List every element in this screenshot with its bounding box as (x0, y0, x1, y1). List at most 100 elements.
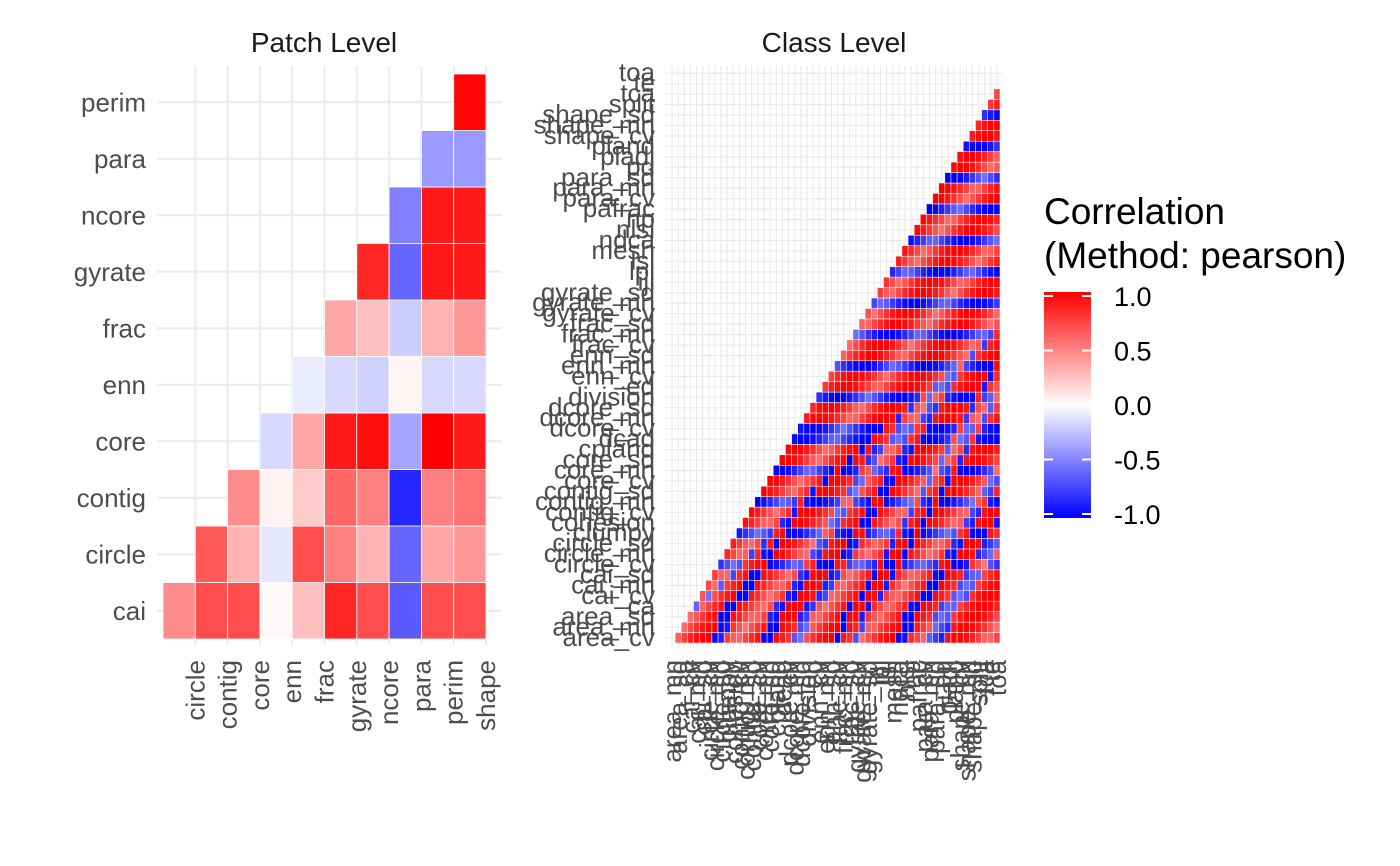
class-cell (950, 590, 958, 602)
class-cell (754, 496, 762, 508)
class-cell (920, 527, 927, 539)
class-cell (981, 339, 988, 351)
class-cell (748, 548, 756, 560)
class-cell (742, 538, 749, 550)
class-cell (785, 600, 792, 612)
class-cell (717, 621, 725, 633)
class-cell (913, 245, 921, 257)
class-cell (962, 308, 970, 320)
patch-cell (453, 186, 487, 244)
class-cell (730, 548, 737, 560)
class-y-tick-label: ca (628, 590, 656, 620)
class-cell (834, 600, 841, 612)
class-cell (981, 360, 988, 372)
class-cell (913, 465, 921, 476)
class-cell (779, 538, 786, 550)
class-cell (687, 621, 694, 633)
class-cell (913, 339, 921, 351)
class-cell (913, 235, 921, 246)
class-cell (987, 506, 995, 518)
class-cell (840, 454, 848, 466)
class-cell (944, 485, 952, 497)
class-cell (730, 538, 737, 550)
class-cell (907, 444, 915, 456)
class-cell (975, 611, 982, 623)
class-y-tick-label: core_mn (554, 455, 655, 485)
class-x-tick-labels: area_mnarea_sdcacai_cvcai_mncai_sdcircle… (657, 659, 1012, 783)
class-cell (785, 527, 792, 539)
class-cell (901, 590, 909, 602)
class-cell (803, 580, 811, 591)
class-cell (797, 611, 805, 623)
class-cell (956, 496, 964, 508)
class-cell (950, 381, 958, 393)
class-cell (779, 590, 786, 602)
class-cell (956, 381, 964, 393)
class-cell (987, 287, 995, 299)
class-cell (975, 172, 982, 184)
patch-cell (388, 186, 422, 244)
class-x-tick-label: shape_mn (951, 660, 981, 781)
class-cell (846, 527, 854, 539)
patch-cell (420, 582, 455, 640)
class-cell (956, 444, 964, 456)
class-cell (742, 621, 749, 633)
class-cell (932, 350, 939, 361)
class-cell (828, 465, 835, 476)
class-cell (797, 517, 805, 529)
class-cell (901, 297, 909, 309)
class-cell (938, 245, 946, 257)
class-cell (754, 590, 762, 602)
class-cell (907, 569, 915, 581)
class-x-tick-label: dcore_mn (780, 660, 810, 776)
class-cell (969, 287, 976, 299)
class-cell (785, 506, 792, 518)
class-cell (871, 517, 878, 529)
class-cell (883, 318, 890, 330)
class-cell (981, 454, 988, 466)
class-cell (969, 475, 976, 487)
class-cell (840, 391, 848, 403)
class-cell (895, 339, 903, 351)
class-cell (877, 548, 884, 560)
class-cell (950, 370, 958, 382)
class-cell (821, 538, 829, 550)
class-cell (907, 600, 915, 612)
class-cell (920, 444, 927, 456)
class-cell (864, 611, 872, 623)
class-cell (803, 444, 811, 456)
class-cell (926, 339, 933, 351)
class-cell (956, 433, 964, 445)
class-cell (913, 360, 921, 372)
class-cell (981, 235, 988, 246)
class-cell (926, 412, 933, 424)
class-cell (913, 590, 921, 602)
class-cell (889, 350, 897, 361)
class-cell (723, 632, 731, 644)
class-cell (858, 339, 866, 351)
class-cell (864, 506, 872, 518)
class-y-tick-label: frac_cv (571, 329, 655, 359)
class-cell (760, 580, 768, 591)
class-cell (821, 632, 829, 644)
class-cell (932, 475, 939, 487)
class-cell (840, 465, 848, 476)
class-cell (871, 444, 878, 456)
class-cell (834, 381, 841, 393)
class-cell (920, 611, 927, 623)
class-cell (834, 444, 841, 456)
class-cell (920, 214, 927, 226)
class-y-tick-label: area_sd (561, 601, 655, 631)
class-cell (852, 381, 860, 393)
class-cell (987, 120, 995, 131)
class-cell (883, 391, 890, 403)
class-cell (815, 433, 823, 445)
class-y-tick-label: np (626, 204, 655, 234)
class-cell (742, 611, 749, 623)
class-cell (926, 548, 933, 560)
class-cell (858, 506, 866, 518)
class-cell (913, 391, 921, 403)
class-cell (883, 559, 890, 571)
class-cell (877, 381, 884, 393)
class-cell (754, 600, 762, 612)
